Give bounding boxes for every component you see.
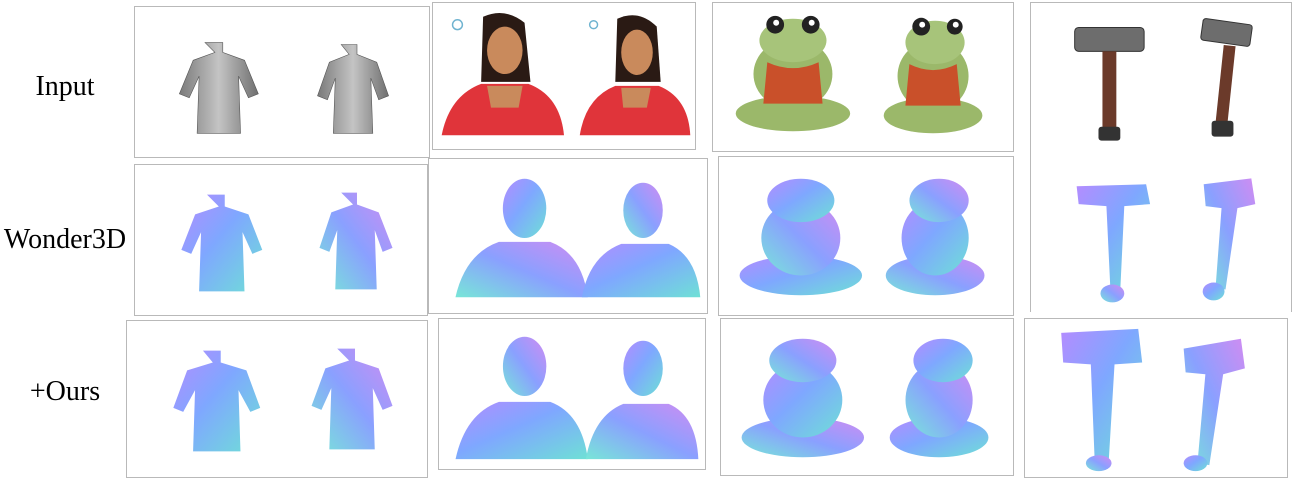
frog-input-image bbox=[735, 15, 983, 134]
ours-frog-panel bbox=[720, 318, 1014, 476]
wonder3d-woman-panel bbox=[428, 158, 708, 314]
input-hammer-panel bbox=[1030, 2, 1292, 312]
row-label-input: Input bbox=[35, 71, 95, 102]
row-label-wonder3d: Wonder3D bbox=[3, 224, 127, 255]
sweater-wonder3d-normal bbox=[181, 192, 393, 292]
sweater-input-image bbox=[178, 42, 389, 134]
input-frog-panel bbox=[712, 2, 1014, 152]
woman-input-image bbox=[441, 13, 691, 136]
wonder3d-sweater-panel bbox=[134, 164, 428, 316]
frog-ours-normal bbox=[741, 338, 989, 458]
sweater-ours-normal bbox=[173, 348, 393, 452]
woman-ours-normal bbox=[455, 336, 699, 460]
hammer-input-image bbox=[1074, 18, 1256, 303]
ours-sweater-panel bbox=[126, 320, 428, 478]
row-label-ours: +Ours bbox=[29, 376, 101, 407]
ours-woman-panel bbox=[438, 318, 706, 470]
frog-wonder3d-normal bbox=[739, 178, 985, 296]
input-sweater-panel bbox=[134, 6, 430, 158]
input-woman-panel bbox=[432, 2, 696, 150]
hammer-ours-normal bbox=[1061, 328, 1245, 472]
wonder3d-frog-panel bbox=[718, 156, 1014, 316]
woman-wonder3d-normal bbox=[455, 178, 701, 298]
ours-hammer-panel bbox=[1024, 318, 1288, 478]
